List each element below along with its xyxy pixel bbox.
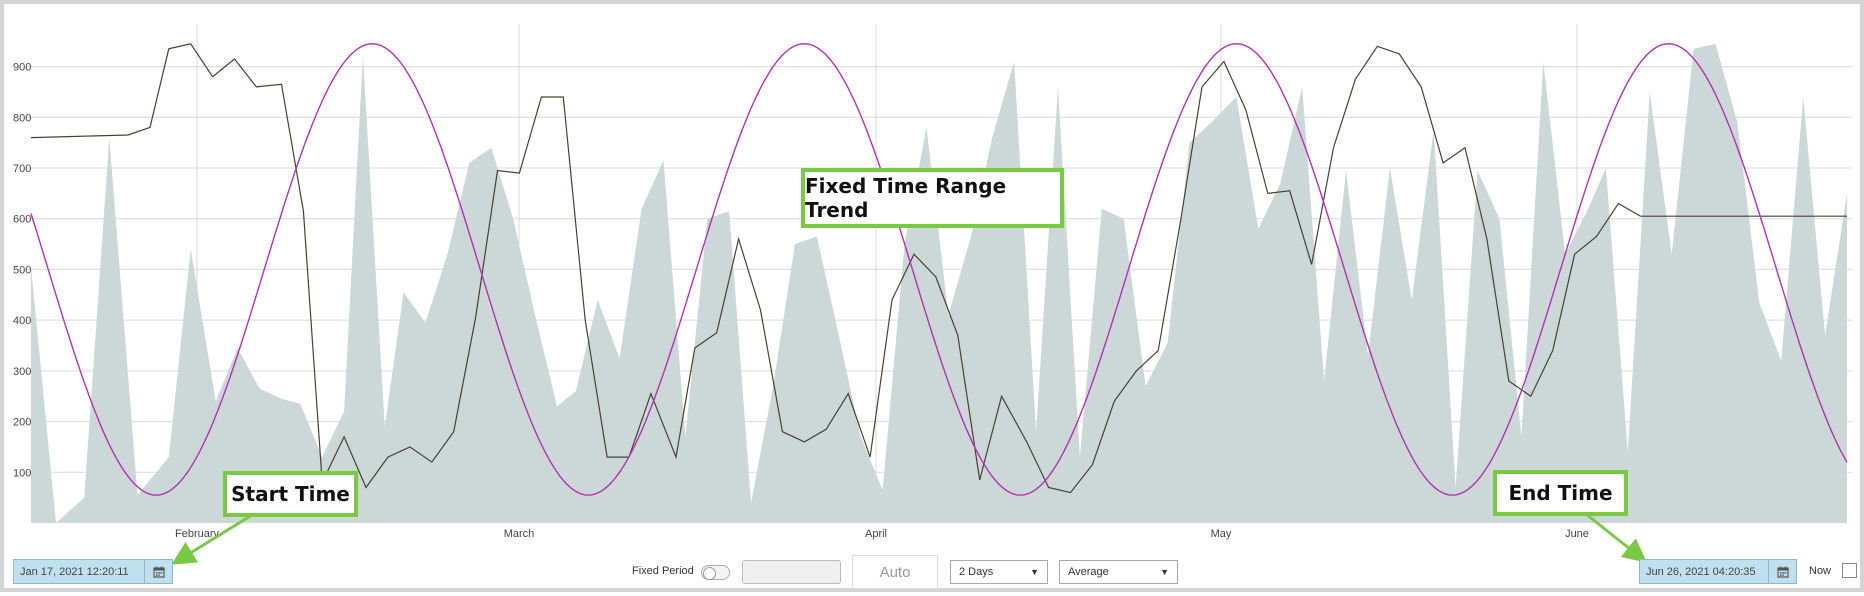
x-tick-label: June <box>1565 528 1589 540</box>
duration-value: 2 Days <box>959 566 994 578</box>
x-tick-label: February <box>175 528 220 540</box>
y-tick-label: 100 <box>13 467 31 479</box>
y-tick-label: 200 <box>13 417 31 429</box>
y-tick-label: 500 <box>13 264 31 276</box>
calendar-icon[interactable] <box>1768 560 1796 583</box>
x-tick-label: April <box>865 528 887 540</box>
x-axis-labels: February March April May June <box>175 528 1589 540</box>
y-tick-label: 700 <box>13 163 31 175</box>
end-time-input[interactable]: Jun 26, 2021 04:20:35 <box>1639 559 1797 584</box>
aggregate-value: Average <box>1068 566 1109 578</box>
series-layer <box>30 43 1848 524</box>
x-tick-label: May <box>1211 528 1232 540</box>
callout-arrows <box>171 512 1648 565</box>
end-arrow <box>1585 512 1648 563</box>
y-tick-label: 800 <box>13 112 31 124</box>
auto-button[interactable]: Auto <box>852 555 938 589</box>
duration-select[interactable]: 2 Days ▼ <box>950 560 1048 584</box>
y-tick-label: 400 <box>13 315 31 327</box>
start-arrow <box>171 513 253 565</box>
calendar-icon[interactable] <box>144 560 172 583</box>
now-label: Now <box>1809 565 1832 577</box>
chevron-down-icon: ▼ <box>1160 567 1169 577</box>
auto-button-label: Auto <box>879 563 911 581</box>
start-time-value: Jan 17, 2021 12:20:11 <box>20 565 129 578</box>
toggle-knob <box>703 567 716 580</box>
y-tick-label: 900 <box>13 62 31 74</box>
chevron-down-icon: ▼ <box>1030 567 1039 577</box>
y-tick-label: 600 <box>13 214 31 226</box>
sine-series-line <box>30 43 1848 496</box>
fixed-time-range-callout: Fixed Time Range Trend <box>801 168 1064 228</box>
x-tick-label: March <box>504 528 535 540</box>
end-time-callout: End Time <box>1493 470 1628 516</box>
trend-chart: 100 200 300 400 500 600 700 800 900 February Marc… <box>13 24 1852 565</box>
y-tick-label: 300 <box>13 366 31 378</box>
start-time-input[interactable]: Jan 17, 2021 12:20:11 <box>13 559 173 584</box>
y-axis-labels: 100 200 300 400 500 600 700 800 900 <box>13 62 31 480</box>
period-input[interactable] <box>742 560 841 584</box>
value-series-line <box>30 43 1847 494</box>
end-time-value: Jun 26, 2021 04:20:35 <box>1646 565 1756 578</box>
start-time-callout: Start Time <box>223 471 358 517</box>
now-checkbox[interactable] <box>1842 563 1857 578</box>
area-series <box>31 43 1847 524</box>
aggregate-select[interactable]: Average ▼ <box>1059 560 1178 584</box>
fixed-period-toggle[interactable] <box>701 565 730 580</box>
fixed-period-label: Fixed Period <box>632 565 694 577</box>
